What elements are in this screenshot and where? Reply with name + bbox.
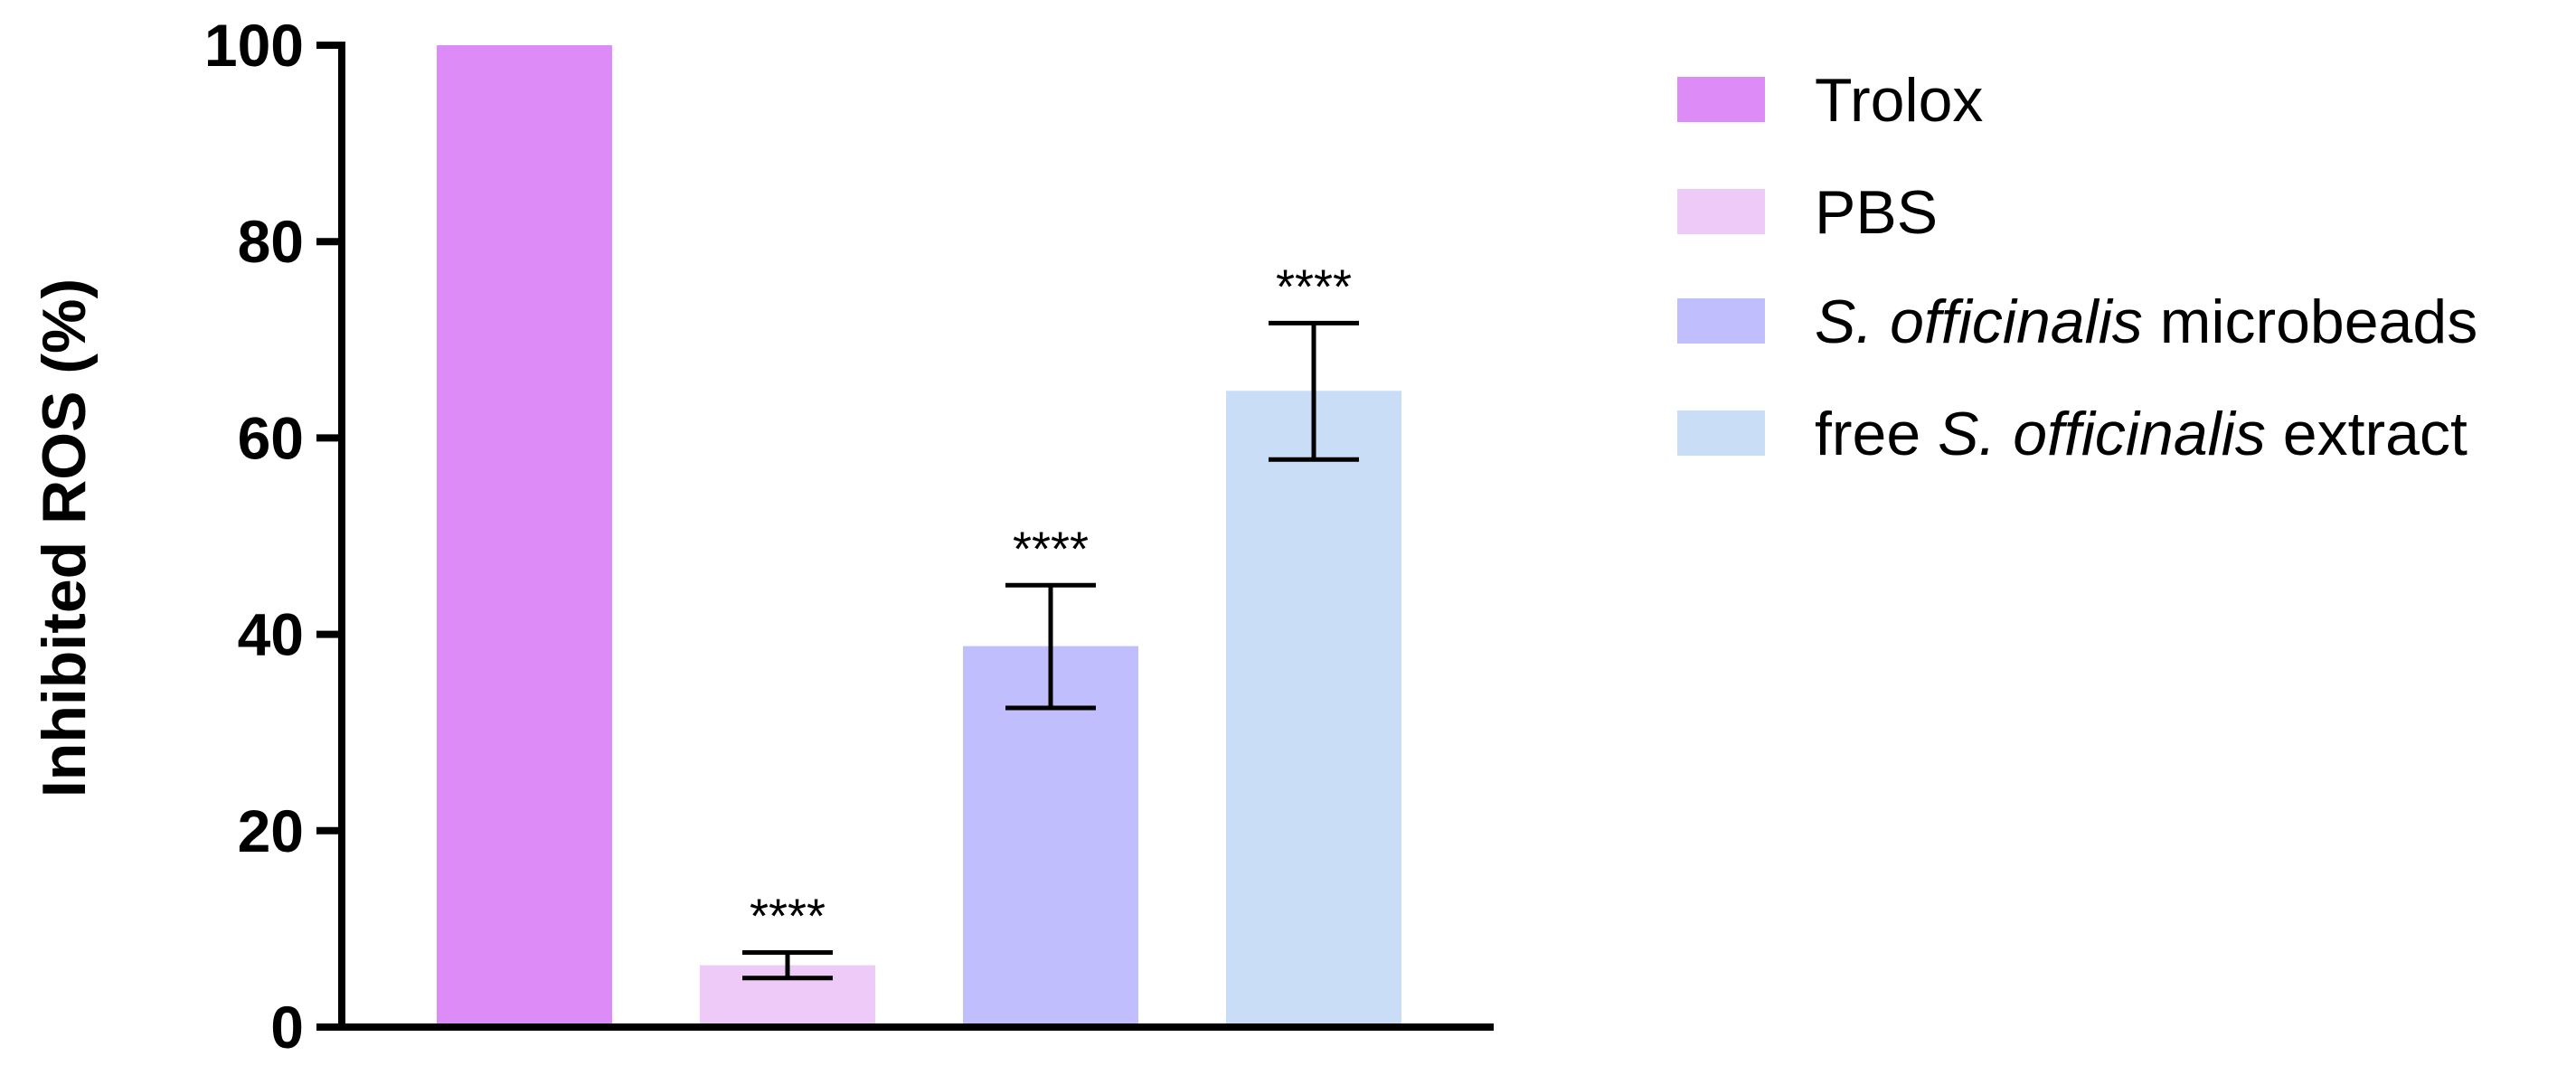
y-tick-label-0: 0 [270, 994, 304, 1061]
legend-label-2-part-0: S. officinalis [1815, 288, 2143, 356]
legend-label-2: S. officinalis microbeads [1815, 288, 2477, 356]
error-bar-1 [742, 949, 833, 981]
legend-label-1: PBS [1815, 178, 1938, 247]
legend-label-3-part-0: free [1815, 400, 1938, 468]
legend-item-1: PBS [1677, 178, 1938, 247]
legend-swatch-0 [1677, 77, 1765, 122]
legend-swatch-3 [1677, 410, 1765, 456]
legend: Trolox PBS S. officinalis microbeads free S… [1677, 66, 2477, 468]
error-bar-2 [1005, 582, 1096, 711]
legend-label-3-part-2: extract [2266, 400, 2467, 468]
significance-label-2: **** [1013, 522, 1089, 576]
significance-label-3: **** [1276, 259, 1352, 314]
legend-item-2: S. officinalis microbeads [1677, 288, 2477, 356]
error-bars-layer [742, 320, 1359, 981]
legend-label-3-part-1: S. officinalis [1938, 400, 2266, 468]
y-axis-title: Inhibited ROS (%) [30, 278, 99, 797]
bar-0 [437, 45, 612, 1027]
significance-label-1: **** [750, 889, 826, 943]
y-tick-label-80: 80 [238, 208, 304, 275]
error-bar-3 [1269, 320, 1359, 462]
legend-swatch-2 [1677, 298, 1765, 344]
y-tick-label-60: 60 [238, 404, 304, 471]
legend-label-2-part-1: microbeads [2143, 288, 2477, 356]
y-tick-label-20: 20 [238, 797, 304, 864]
legend-label-0-part-0: Trolox [1815, 66, 1983, 135]
legend-item-3: free S. officinalis extract [1677, 400, 2467, 468]
bars-layer [437, 45, 1401, 1028]
legend-label-1-part-0: PBS [1815, 178, 1938, 247]
significance-layer: **** **** **** [750, 259, 1352, 943]
legend-label-3: free S. officinalis extract [1815, 400, 2467, 468]
axes-layer: 0 20 40 60 80 100 [204, 12, 1494, 1061]
legend-swatch-1 [1677, 189, 1765, 234]
bar-3 [1226, 391, 1401, 1028]
legend-label-0: Trolox [1815, 66, 1983, 135]
y-tick-label-100: 100 [204, 12, 304, 79]
y-tick-label-40: 40 [238, 601, 304, 668]
legend-item-0: Trolox [1677, 66, 1983, 135]
